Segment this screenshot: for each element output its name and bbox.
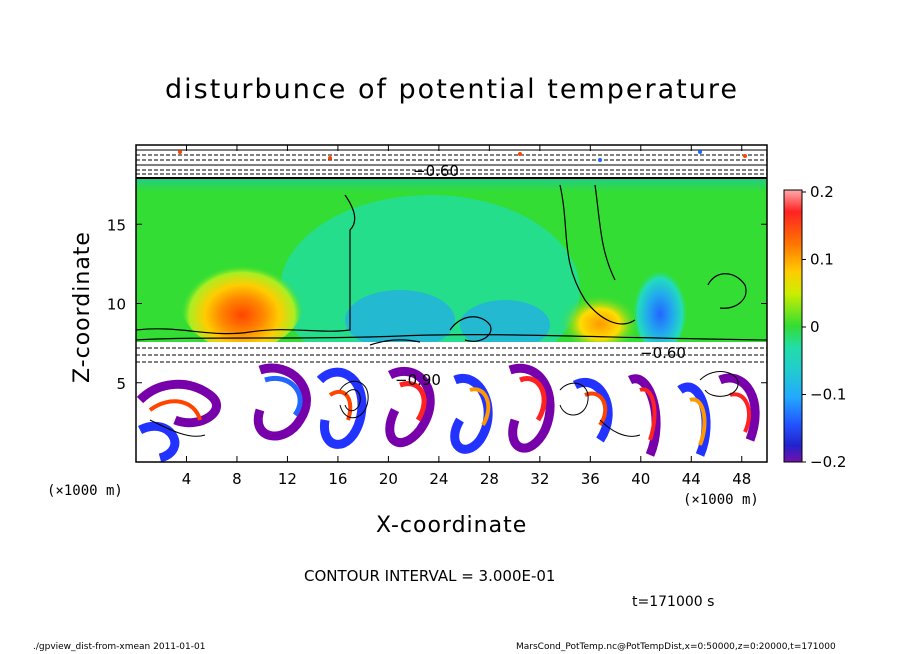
contour-interval-text: CONTOUR INTERVAL = 3.000E-01 [304,567,556,585]
y-tick-label: 10 [107,296,126,314]
y-tick-label: 15 [107,216,126,234]
x-tick-label: 24 [429,470,448,488]
x-tick-label: 36 [581,470,600,488]
colorbar-tick-label: −0.1 [810,386,846,404]
footer-right-text: MarsCond_PotTemp.nc@PotTempDist,x=0:5000… [516,642,836,652]
lower-contours [136,347,767,437]
x-axis-label: X-coordinate [376,513,528,538]
y-axis-ticks: 5 10 15 [107,216,767,393]
time-label: t=171000 s [632,594,715,610]
y-axis-label: Z-coordinate [70,231,95,383]
colorbar-tick-label: 0.1 [810,251,834,269]
field-warm-plume [180,250,304,350]
x-tick-label: 48 [732,470,751,488]
contour-label-mid: −0.90 [395,371,441,389]
x-tick-label: 16 [328,470,347,488]
x-tick-label: 44 [682,470,701,488]
x-tick-label: 12 [278,470,297,488]
x-tick-label: 4 [182,470,192,488]
x-tick-label: 8 [232,470,242,488]
x-tick-label: 32 [530,470,549,488]
x-tick-label: 28 [480,470,499,488]
colorbar-tick-label: 0 [810,318,820,336]
top-contour-lines [136,149,767,179]
mid-contours [136,184,767,346]
field-cold-patch-1 [345,290,455,350]
top-noise-dots [178,150,747,162]
heatmap-field [136,145,767,462]
colorbar-tick-label: 0.2 [810,183,834,201]
x-unit-label-right: (×1000 m) [683,492,759,508]
lower-turbulence [136,363,760,462]
contour-label-right: −0.60 [640,344,686,362]
field-top-band [136,178,767,192]
x-unit-label-left: (×1000 m) [47,483,123,499]
x-axis-ticks: 4 8 12 16 20 24 28 32 36 40 44 48 [182,145,751,488]
x-tick-label: 40 [631,470,650,488]
chart-title: disturbunce of potential temperature [165,74,739,105]
footer-left-text: ./gpview_dist-from-xmean 2011-01-01 [33,642,206,652]
field-warm-patch [560,288,640,348]
colorbar-ticks: 0.2 0.1 0 −0.1 −0.2 [802,183,846,471]
colorbar [783,189,803,463]
field-cold-plume [632,260,688,350]
colorbar-tick-label: −0.2 [810,453,846,471]
y-tick-label: 5 [116,375,126,393]
field-cold-patch-2 [460,300,550,350]
x-tick-label: 20 [379,470,398,488]
contour-label-top: −0.60 [413,162,459,180]
